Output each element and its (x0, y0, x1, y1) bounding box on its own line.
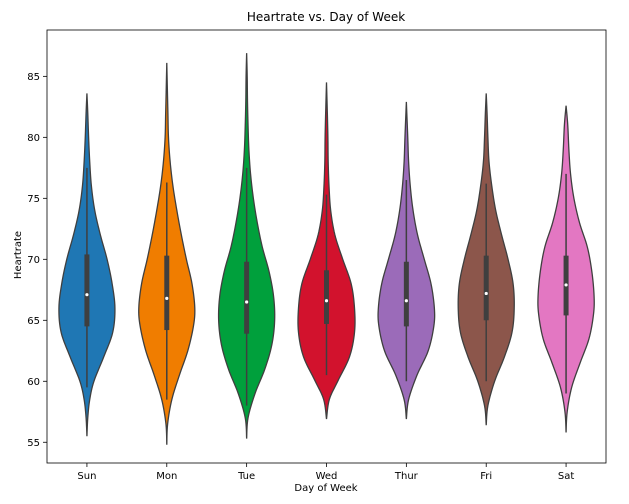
y-axis-label: Heartrate (13, 231, 24, 279)
x-axis-label: Day of Week (294, 483, 357, 494)
median-marker (245, 300, 249, 304)
violin-sat (537, 105, 595, 433)
violin-sun (58, 93, 116, 437)
iqr-box (403, 261, 409, 327)
iqr-box (164, 255, 170, 331)
x-tick-label: Fri (480, 471, 492, 482)
median-marker (324, 299, 329, 303)
iqr-box (84, 254, 90, 327)
violin-mon (138, 62, 196, 445)
y-tick-label: 65 (27, 316, 40, 327)
median-marker (564, 283, 568, 287)
y-tick-label: 60 (27, 377, 40, 388)
y-tick-label: 70 (27, 255, 40, 266)
y-tick-label: 85 (27, 72, 40, 83)
violin-fri (457, 93, 515, 426)
iqr-box (324, 270, 329, 324)
violin-thur (377, 101, 436, 420)
y-tick-label: 55 (27, 438, 40, 449)
iqr-box (244, 261, 250, 334)
violin-wed (297, 82, 356, 420)
x-tick-label: Mon (156, 471, 177, 482)
x-tick-label: Wed (316, 471, 338, 482)
x-tick-label: Sat (558, 471, 574, 482)
x-tick-label: Sun (77, 471, 96, 482)
x-tick-label: Thur (394, 471, 419, 482)
violins-group (58, 53, 595, 445)
iqr-box (483, 255, 489, 321)
x-tick-label: Tue (237, 471, 255, 482)
y-axis: 55 60 65 70 75 80 85 (27, 72, 47, 449)
y-tick-label: 75 (27, 194, 40, 205)
chart-title: Heartrate vs. Day of Week (247, 10, 405, 24)
y-tick-label: 80 (27, 133, 40, 144)
median-marker (484, 291, 488, 296)
median-marker (85, 293, 89, 297)
violin-tue (217, 53, 276, 439)
median-marker (404, 299, 408, 303)
median-marker (165, 296, 169, 300)
x-axis: Sun Mon Tue Wed Thur Fri Sat (77, 463, 574, 482)
